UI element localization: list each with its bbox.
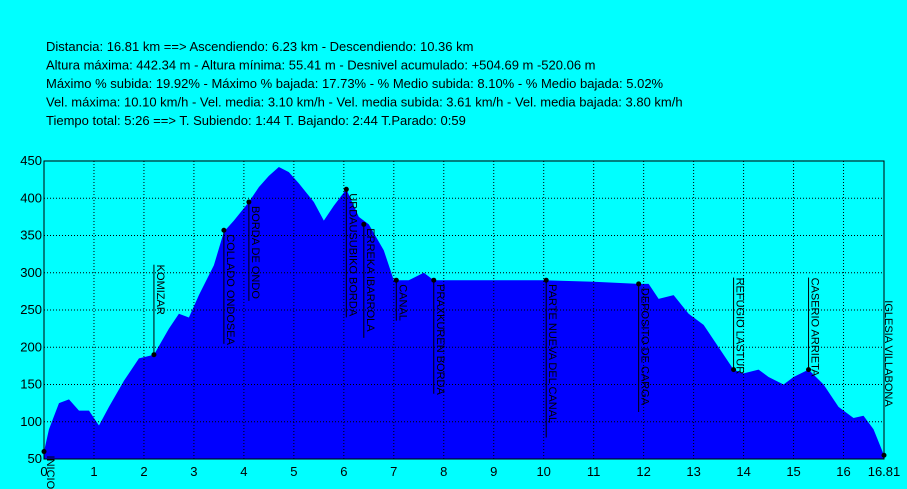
waypoint-label: PRAXKUREN BORDA	[434, 284, 446, 395]
waypoint-label: KOMIZAR	[154, 265, 166, 315]
summary-line: Altura máxima: 442.34 m - Altura mínima:…	[46, 58, 596, 73]
waypoint-dot	[151, 352, 157, 358]
waypoint-label: ERREKA IBARROLA	[364, 228, 376, 332]
waypoint-dot	[343, 186, 349, 192]
x-tick-label: 9	[490, 464, 497, 479]
waypoint-dot	[731, 367, 737, 373]
x-tick-label: 6	[340, 464, 347, 479]
y-tick-label: 200	[20, 339, 42, 354]
x-tick-label: 7	[390, 464, 397, 479]
waypoint-label: BORDA DE ONDO	[249, 206, 261, 299]
x-tick-label: 1	[90, 464, 97, 479]
waypoint-label: PARTE NUEVA DEL CANAL	[546, 284, 558, 423]
x-tick-label: 16.81	[868, 464, 901, 479]
waypoint-dot	[806, 367, 812, 373]
x-tick-label: 10	[536, 464, 550, 479]
waypoint-dot	[361, 221, 367, 227]
y-tick-label: 50	[28, 451, 42, 466]
waypoint-dot	[543, 277, 549, 283]
x-tick-label: 11	[587, 464, 601, 479]
waypoint-label: URDAUSUBIKO BORDA	[346, 193, 358, 317]
x-tick-label: 15	[786, 464, 800, 479]
waypoint-dot	[246, 199, 252, 205]
waypoint-dot	[431, 277, 437, 283]
y-tick-label: 100	[20, 414, 42, 429]
waypoint-dot	[221, 227, 227, 233]
waypoint-dot	[393, 277, 399, 283]
y-tick-label: 250	[20, 302, 42, 317]
summary-line: Distancia: 16.81 km ==> Ascendiendo: 6.2…	[46, 39, 473, 54]
x-tick-label: 0	[40, 464, 47, 479]
waypoint-label: COLLADO ONDOSEA	[224, 234, 236, 345]
x-tick-label: 3	[190, 464, 197, 479]
x-tick-label: 13	[686, 464, 700, 479]
waypoint-label: INICIO	[44, 456, 56, 489]
waypoint-dot	[41, 449, 47, 455]
x-tick-label: 4	[240, 464, 247, 479]
y-tick-label: 400	[20, 190, 42, 205]
waypoint-dot	[636, 281, 642, 287]
y-tick-label: 150	[20, 377, 42, 392]
waypoint-label: CASERIO ARRIETA	[809, 278, 821, 377]
x-tick-label: 8	[440, 464, 447, 479]
summary-line: Máximo % subida: 19.92% - Máximo % bajad…	[46, 76, 664, 91]
y-tick-label: 450	[20, 153, 42, 168]
summary-line: Vel. máxima: 10.10 km/h - Vel. media: 3.…	[46, 95, 683, 110]
x-tick-label: 2	[140, 464, 147, 479]
y-tick-label: 300	[20, 265, 42, 280]
summary-line: Tiempo total: 5:26 ==> T. Subiendo: 1:44…	[46, 113, 466, 128]
waypoint-label: REFUGIO LASTUR	[734, 278, 746, 375]
y-tick-label: 350	[20, 228, 42, 243]
x-tick-label: 16	[836, 464, 850, 479]
x-tick-label: 5	[290, 464, 297, 479]
x-tick-label: 14	[736, 464, 750, 479]
x-tick-label: 12	[636, 464, 650, 479]
waypoint-dot	[881, 452, 887, 458]
waypoint-label: IGLESIA VILLABONA	[882, 300, 894, 407]
waypoint-label: CANAL	[396, 284, 408, 321]
elevation-area	[44, 166, 884, 459]
waypoint-label: DEPOSITO DE CARGA	[639, 288, 651, 406]
